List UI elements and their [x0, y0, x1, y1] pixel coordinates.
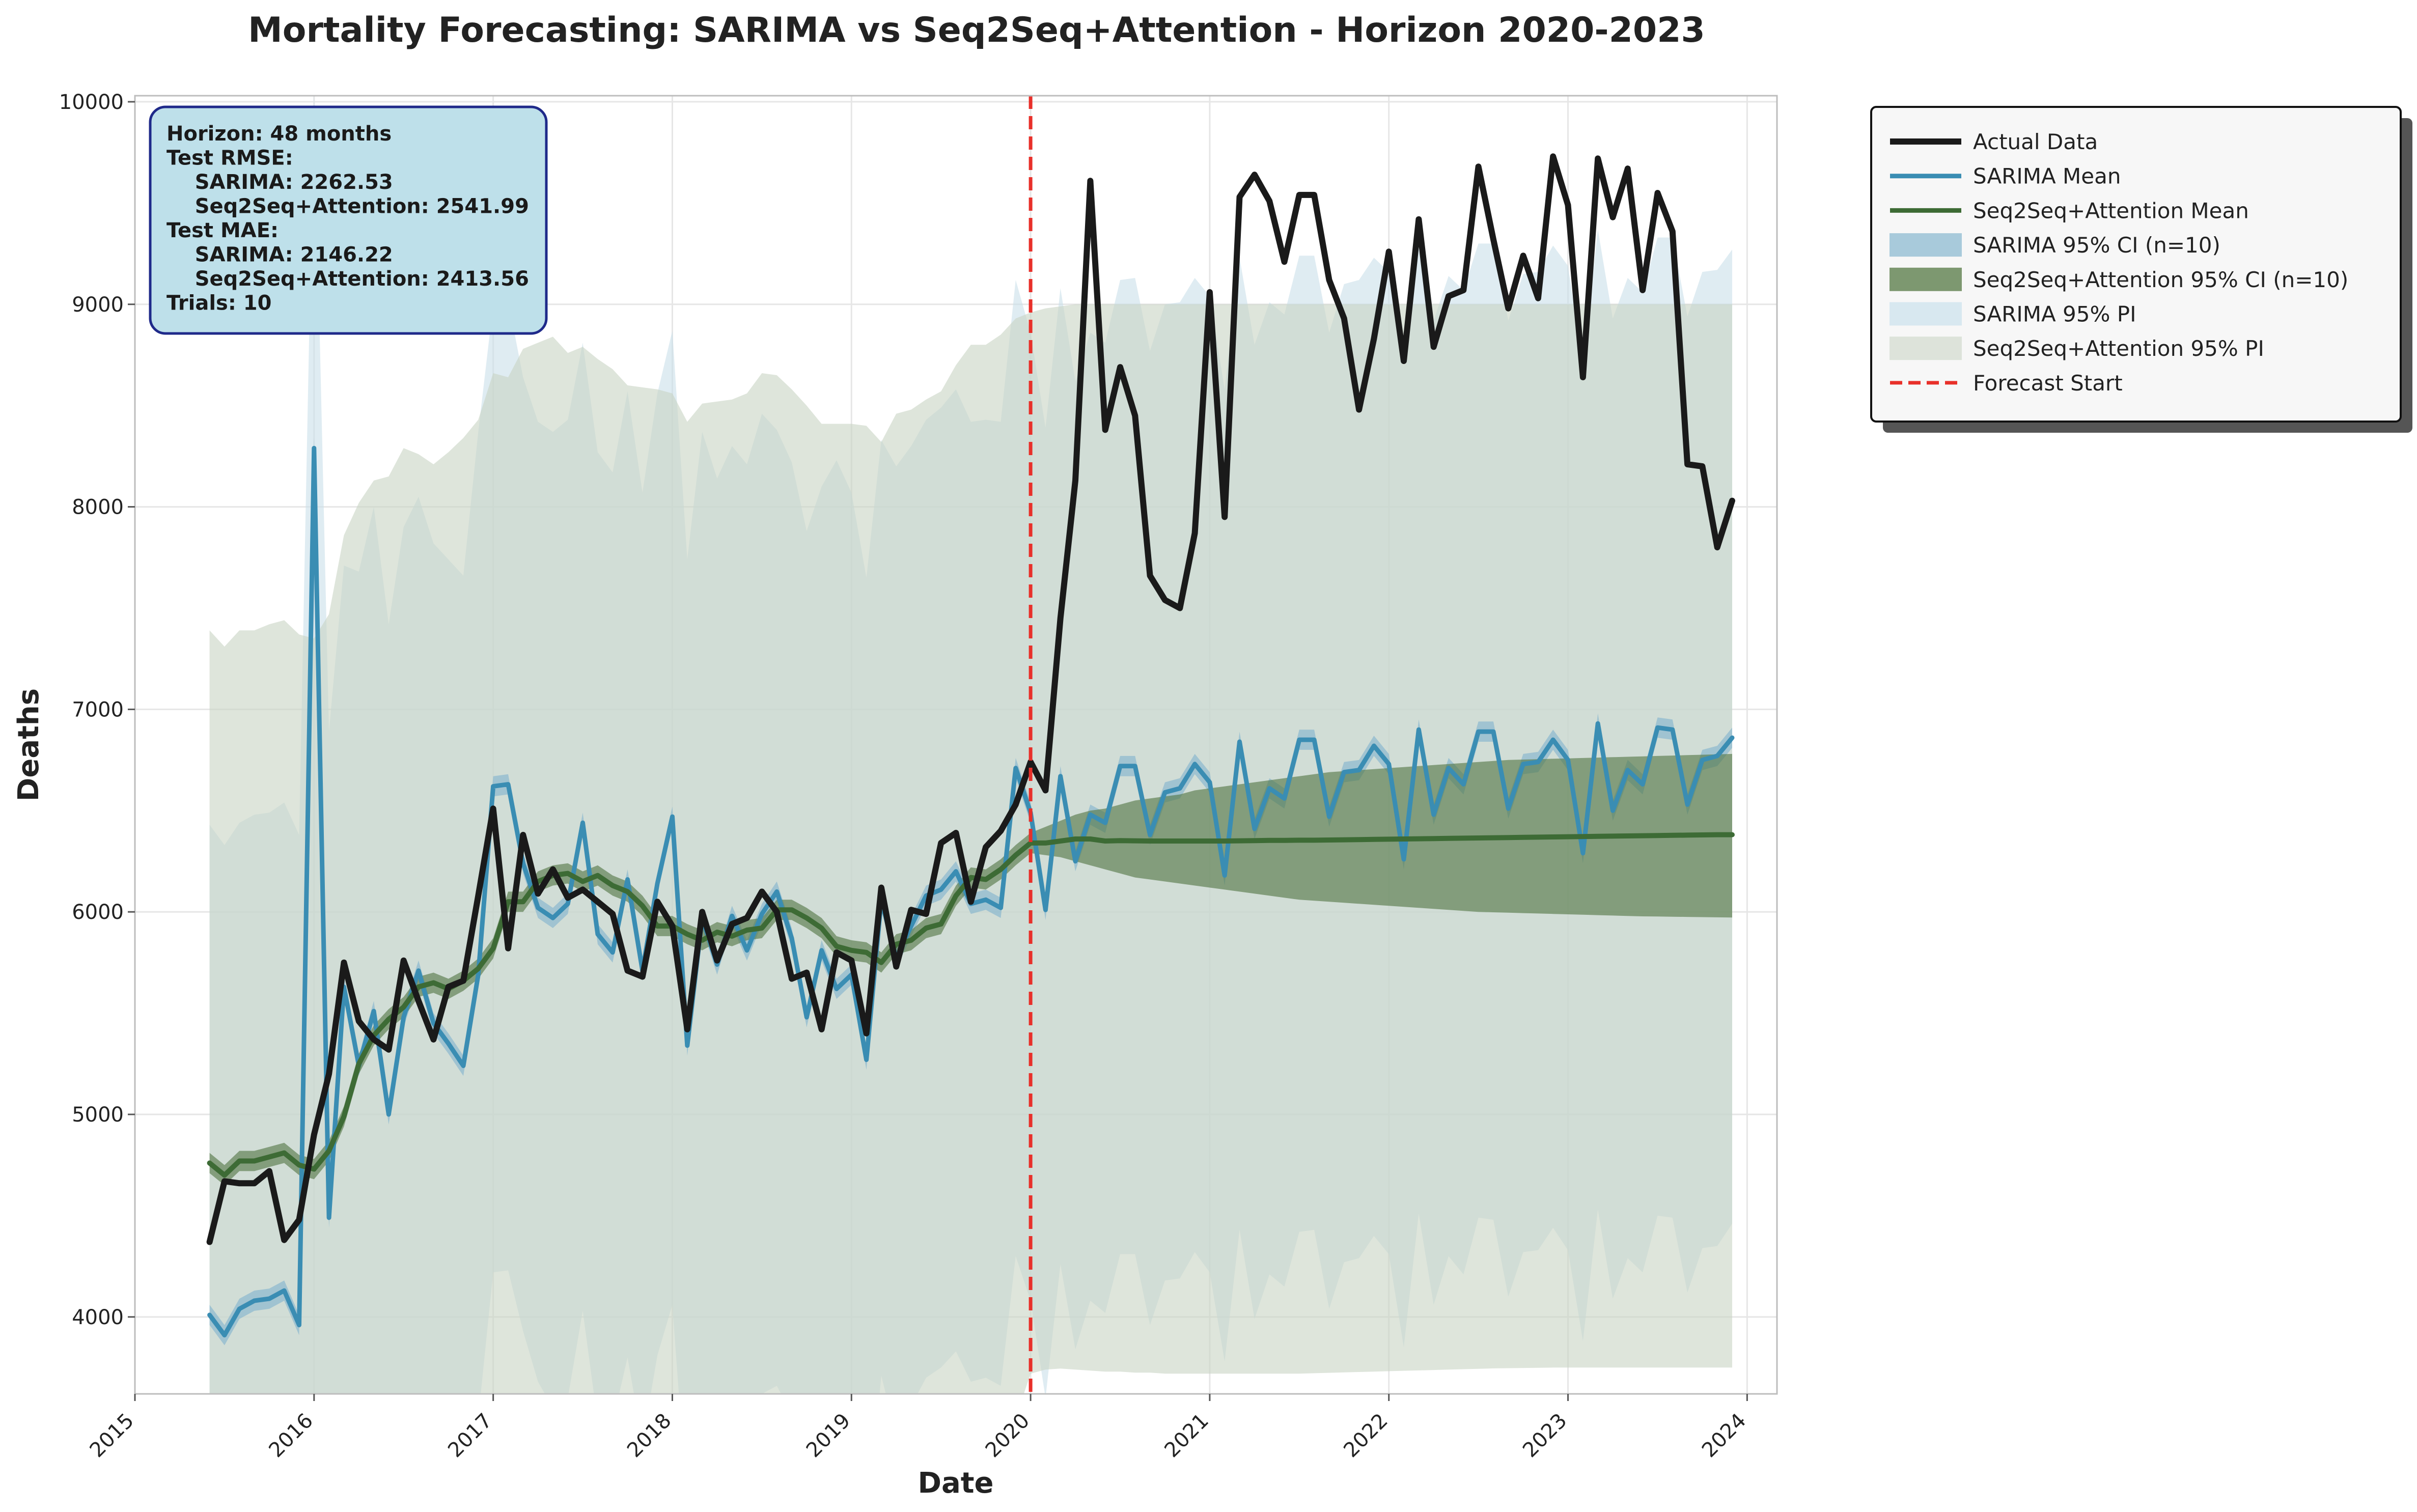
legend-swatch [1890, 302, 1962, 326]
legend-item: Seq2Seq+Attention Mean [1890, 198, 2249, 223]
plot-frame [134, 95, 1778, 1395]
y-tick-label: 10000 [59, 91, 124, 114]
metrics-line: Test MAE: [166, 219, 279, 242]
legend-item: Seq2Seq+Attention 95% CI (n=10) [1890, 267, 2348, 292]
legend-label: Seq2Seq+Attention 95% PI [1973, 336, 2264, 361]
legend-item: SARIMA 95% PI [1890, 302, 2136, 327]
metrics-line: Seq2Seq+Attention: 2413.56 [166, 267, 529, 291]
y-tick-label: 5000 [72, 1103, 124, 1127]
y-tick-label: 8000 [72, 496, 124, 519]
seq2seq-attention-95-ci-n-10-band [209, 753, 1732, 1186]
metrics-line: Trials: 10 [166, 292, 271, 315]
legend-label: SARIMA 95% PI [1973, 302, 2136, 327]
interval-bands [209, 96, 1732, 1394]
legend-label: SARIMA 95% CI (n=10) [1973, 233, 2220, 258]
legend-swatch [1890, 233, 1962, 257]
legend-item: Actual Data [1890, 129, 2098, 154]
y-tick-label: 7000 [72, 698, 124, 721]
legend-item: SARIMA Mean [1890, 164, 2121, 189]
actual-data-line [206, 153, 1735, 1245]
metrics-line: Horizon: 48 months [166, 122, 392, 146]
legend-item: SARIMA 95% CI (n=10) [1890, 233, 2220, 258]
legend-item: Seq2Seq+Attention 95% PI [1890, 336, 2264, 361]
legend-swatch [1890, 337, 1962, 360]
legend-item: Forecast Start [1890, 371, 2123, 396]
y-axis-ticks: 4000 5000 6000 7000 8000 9000 10000 [59, 91, 135, 1329]
chart-title: Mortality Forecasting: SARIMA vs Seq2Seq… [248, 10, 1705, 50]
y-tick-label: 9000 [72, 293, 124, 317]
legend-label: Actual Data [1973, 129, 2098, 154]
metrics-line: Seq2Seq+Attention: 2541.99 [166, 195, 529, 218]
y-tick-label: 4000 [72, 1306, 124, 1329]
legend-label: SARIMA Mean [1973, 164, 2121, 189]
metrics-line: Test RMSE: [166, 147, 293, 170]
metrics-line: SARIMA: 2262.53 [166, 171, 393, 194]
x-axis-title: Date [918, 1467, 993, 1500]
metrics-line: SARIMA: 2146.22 [166, 243, 393, 267]
legend-label: Seq2Seq+Attention Mean [1973, 198, 2249, 223]
seq2seq-attention-95-pi-band [209, 304, 1732, 1394]
series-lines [206, 153, 1735, 1338]
y-axis-title: Deaths [12, 688, 45, 801]
legend-label: Forecast Start [1973, 371, 2123, 396]
y-tick-label: 6000 [72, 901, 124, 924]
legend-swatch [1890, 267, 1962, 291]
legend: Actual Data SARIMA Mean Seq2Seq+Attention … [1870, 106, 2412, 433]
legend-label: Seq2Seq+Attention 95% CI (n=10) [1973, 267, 2348, 292]
